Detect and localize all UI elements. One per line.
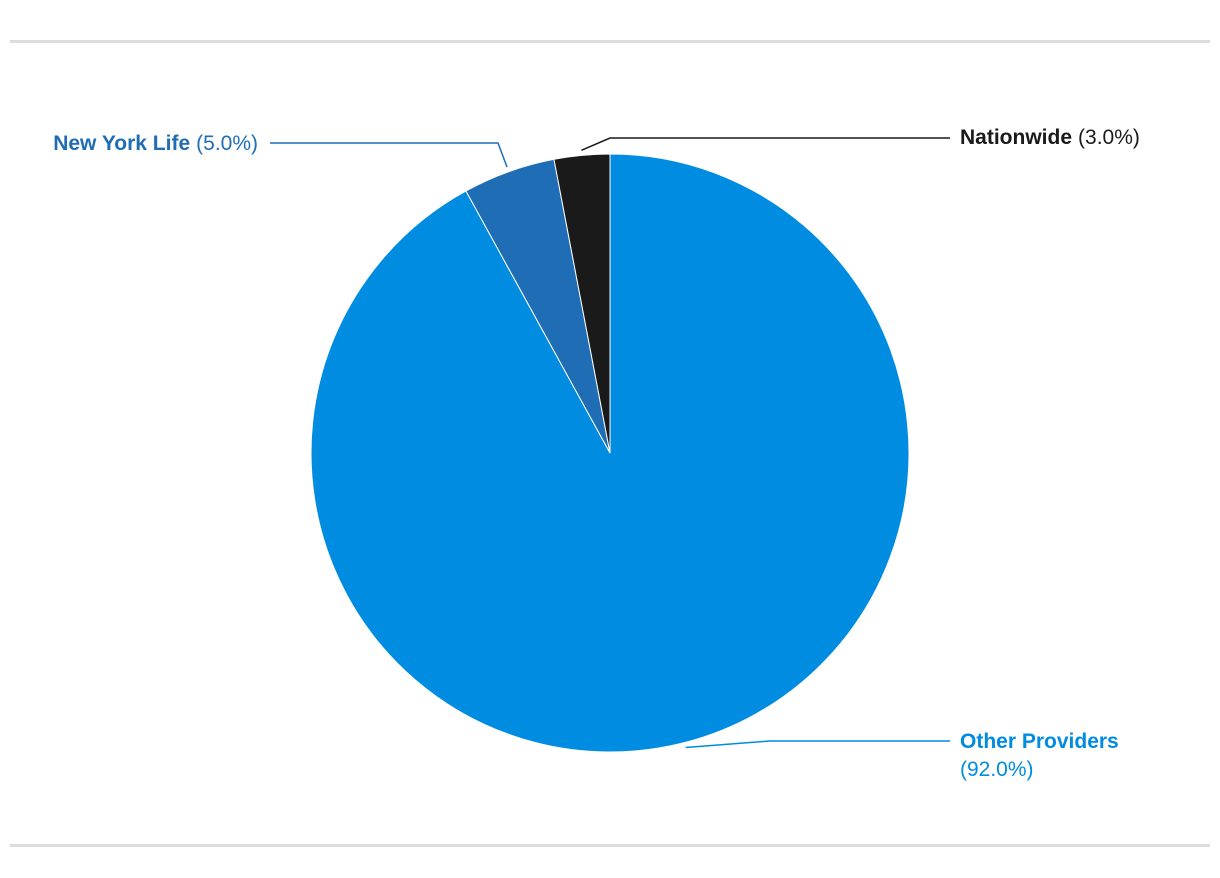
slice-name: Nationwide bbox=[960, 126, 1072, 149]
slice-name: New York Life bbox=[53, 132, 190, 155]
leader-line bbox=[270, 142, 508, 168]
slice-label: New York Life (5.0%) bbox=[53, 132, 258, 155]
leader-line bbox=[581, 137, 950, 152]
slice-value-label: (92.0%) bbox=[960, 758, 1034, 781]
slice-value-label: (3.0%) bbox=[1078, 126, 1140, 149]
slice-value-label: (5.0%) bbox=[196, 132, 258, 155]
bottom-rule bbox=[10, 844, 1210, 847]
pie-slice bbox=[553, 153, 611, 454]
leader-line bbox=[685, 740, 950, 749]
top-rule bbox=[10, 40, 1210, 43]
slice-label: Nationwide (3.0%) bbox=[960, 126, 1140, 149]
slice-label: Other Providers (92.0%) bbox=[960, 730, 1119, 781]
slice-name: Other Providers bbox=[960, 730, 1119, 753]
